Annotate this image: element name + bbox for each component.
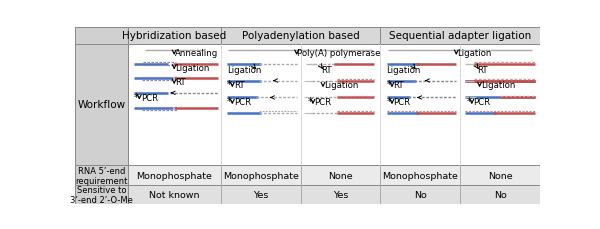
Text: PCR: PCR [141,93,158,102]
Text: Yes: Yes [253,190,269,199]
Text: RT: RT [477,66,488,75]
Polygon shape [221,27,380,44]
Text: Ligation: Ligation [227,66,261,75]
Text: Hybridization based: Hybridization based [122,31,226,41]
Text: PCR: PCR [473,98,490,107]
Text: RT: RT [394,81,404,90]
Polygon shape [75,44,128,166]
Text: No: No [494,190,506,199]
Text: Yes: Yes [333,190,349,199]
Text: None: None [488,171,512,180]
Text: None: None [329,171,353,180]
Text: Ligation: Ligation [481,81,515,90]
Text: Poly(A) polymerase: Poly(A) polymerase [298,49,381,58]
Polygon shape [75,27,128,44]
Text: Monophosphate: Monophosphate [223,171,299,180]
Text: Ligation: Ligation [386,66,421,75]
Text: *: * [134,92,139,102]
Text: PCR: PCR [314,98,332,107]
Text: RT: RT [234,81,245,90]
Text: Not known: Not known [149,190,199,199]
Text: Monophosphate: Monophosphate [382,171,458,180]
Text: RNA 5’-end
requirement: RNA 5’-end requirement [75,166,128,185]
Text: RT: RT [175,78,185,87]
Text: *: * [386,97,392,107]
Text: No: No [414,190,427,199]
Text: PCR: PCR [394,98,410,107]
Text: Annealing: Annealing [175,49,218,58]
Text: *: * [227,80,232,90]
Text: Sequential adapter ligation: Sequential adapter ligation [389,31,532,41]
Text: Ligation: Ligation [325,81,359,90]
Text: *: * [308,97,313,107]
Text: Monophosphate: Monophosphate [136,171,212,180]
Polygon shape [380,27,540,44]
Text: *: * [386,80,392,90]
Text: Ligation: Ligation [175,63,209,72]
Text: *: * [227,97,232,107]
Polygon shape [128,166,540,185]
Polygon shape [75,166,128,185]
Text: Sensitive to
3’-end 2’-O-Me: Sensitive to 3’-end 2’-O-Me [70,185,133,204]
Text: PCR: PCR [234,98,251,107]
Polygon shape [128,185,540,204]
Polygon shape [75,185,128,204]
Polygon shape [128,27,221,44]
Text: Polyadenylation based: Polyadenylation based [242,31,359,41]
Text: RT: RT [322,66,332,75]
Text: Ligation: Ligation [457,49,491,58]
Text: Workflow: Workflow [77,100,125,110]
Text: *: * [466,97,472,107]
Polygon shape [128,44,540,166]
